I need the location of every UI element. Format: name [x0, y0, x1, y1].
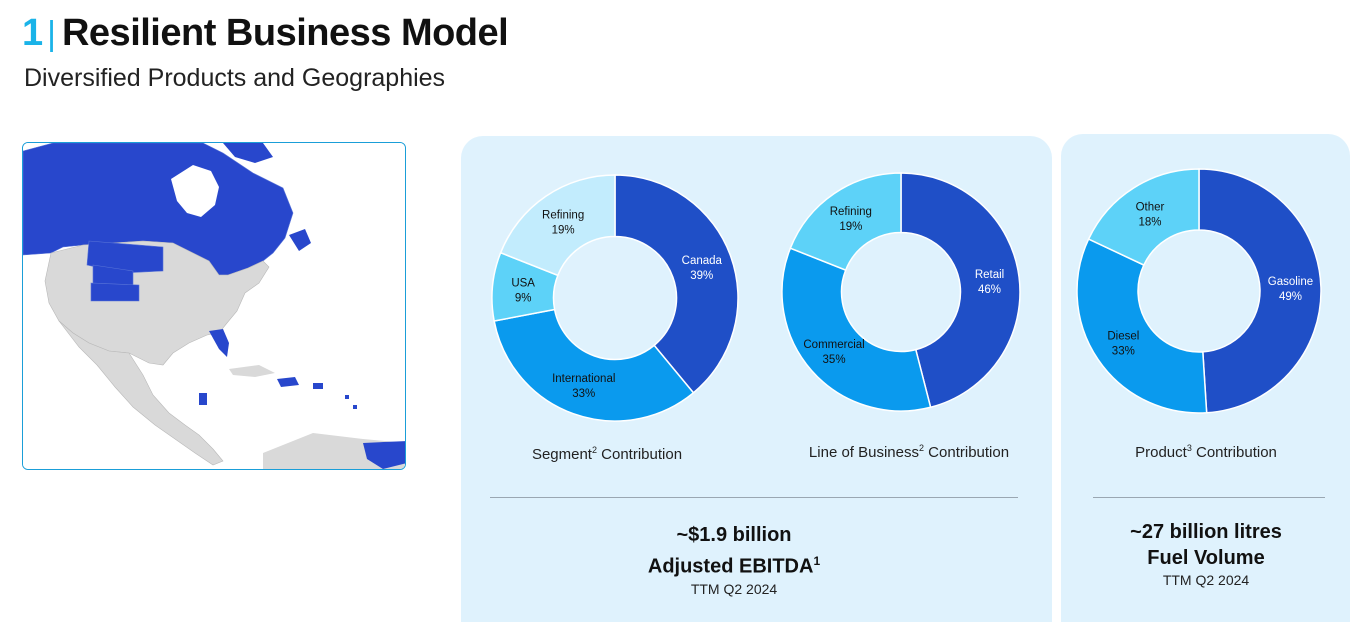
slice-name-label-diesel: Diesel: [1107, 330, 1139, 342]
slice-value-label-gasoline: 49%: [1279, 291, 1302, 303]
product-caption: Product3 Contribution: [1135, 443, 1277, 461]
ebitda-period: TTM Q2 2024: [690, 580, 778, 597]
slice-name-label-other: Other: [1136, 202, 1165, 214]
slice-other: [1087, 168, 1200, 267]
slice-value-label-commercial: 35%: [823, 354, 846, 366]
slice-diesel: [1076, 238, 1208, 414]
donut-hole: [841, 232, 961, 352]
ebitda-metric: ~$1.9 billion Adjusted EBITDA1 TTM Q2 20…: [490, 522, 978, 598]
fuel-metric: ~27 billion litres Fuel Volume TTM Q2 20…: [1090, 519, 1322, 589]
segment-caption: Segment2 Contribution: [531, 445, 683, 463]
title-text: Resilient Business Model: [61, 12, 509, 54]
slice-name-label-refining: Refining: [830, 206, 872, 218]
ebitda-divider: [490, 497, 1018, 498]
slice-name-label-international: International: [552, 373, 615, 385]
page-title: 1 | Resilient Business Model: [22, 12, 509, 55]
slice-canada: [614, 174, 739, 394]
slice-commercial: [781, 247, 932, 412]
slice-value-label-usa: 9%: [515, 292, 532, 304]
segment-donut-chart: Canada 39% International 33% USA 9% Refining 19…: [491, 174, 739, 422]
page-subtitle: Diversified Products and Geographies: [24, 64, 446, 92]
north-america-operations-map: [22, 142, 406, 470]
ebitda-value: ~$1.9 billion: [676, 524, 792, 546]
slice-refining: [789, 172, 902, 272]
donut-hole: [553, 236, 677, 360]
slice-value-label-refining: 19%: [839, 221, 862, 233]
slice-value-label-international: 33%: [572, 388, 595, 400]
fuel-value: ~27 billion litres: [1130, 521, 1282, 543]
slice-gasoline: [1198, 168, 1322, 414]
slice-value-label-refining: 19%: [552, 225, 575, 237]
fuel-divider: [1093, 497, 1325, 498]
line-of-business-caption: Line of Business2 Contribution: [808, 443, 1010, 461]
slice-name-label-gasoline: Gasoline: [1268, 276, 1313, 288]
slice-value-label-retail: 46%: [978, 284, 1001, 296]
slice-retail: [900, 172, 1021, 409]
fuel-label: Fuel Volume: [1147, 547, 1265, 569]
hudson-bay: [171, 165, 219, 217]
section-number: 1: [22, 12, 44, 54]
slice-refining: [499, 174, 616, 277]
mexico-region: [58, 320, 224, 466]
slice-value-label-diesel: 33%: [1112, 345, 1135, 357]
slice-name-label-refining: Refining: [542, 210, 584, 222]
slice-name-label-retail: Retail: [975, 269, 1004, 281]
slice-international: [493, 308, 695, 422]
product-donut-chart: Gasoline 49% Diesel 33% Other 18%: [1076, 168, 1322, 414]
fuel-period: TTM Q2 2024: [1162, 572, 1250, 588]
slice-value-label-canada: 39%: [690, 270, 713, 282]
donut-hole: [1138, 230, 1260, 352]
map-graphic: [23, 143, 405, 469]
slice-name-label-canada: Canada: [682, 255, 723, 267]
slice-name-label-usa: USA: [511, 277, 535, 289]
title-separator: |: [47, 15, 56, 53]
line-of-business-donut-chart: Retail 46% Commercial 35% Refining 19%: [781, 172, 1021, 412]
ebitda-label: Adjusted EBITDA1: [647, 554, 821, 578]
slice-name-label-commercial: Commercial: [803, 339, 864, 351]
slice-value-label-other: 18%: [1138, 217, 1161, 229]
